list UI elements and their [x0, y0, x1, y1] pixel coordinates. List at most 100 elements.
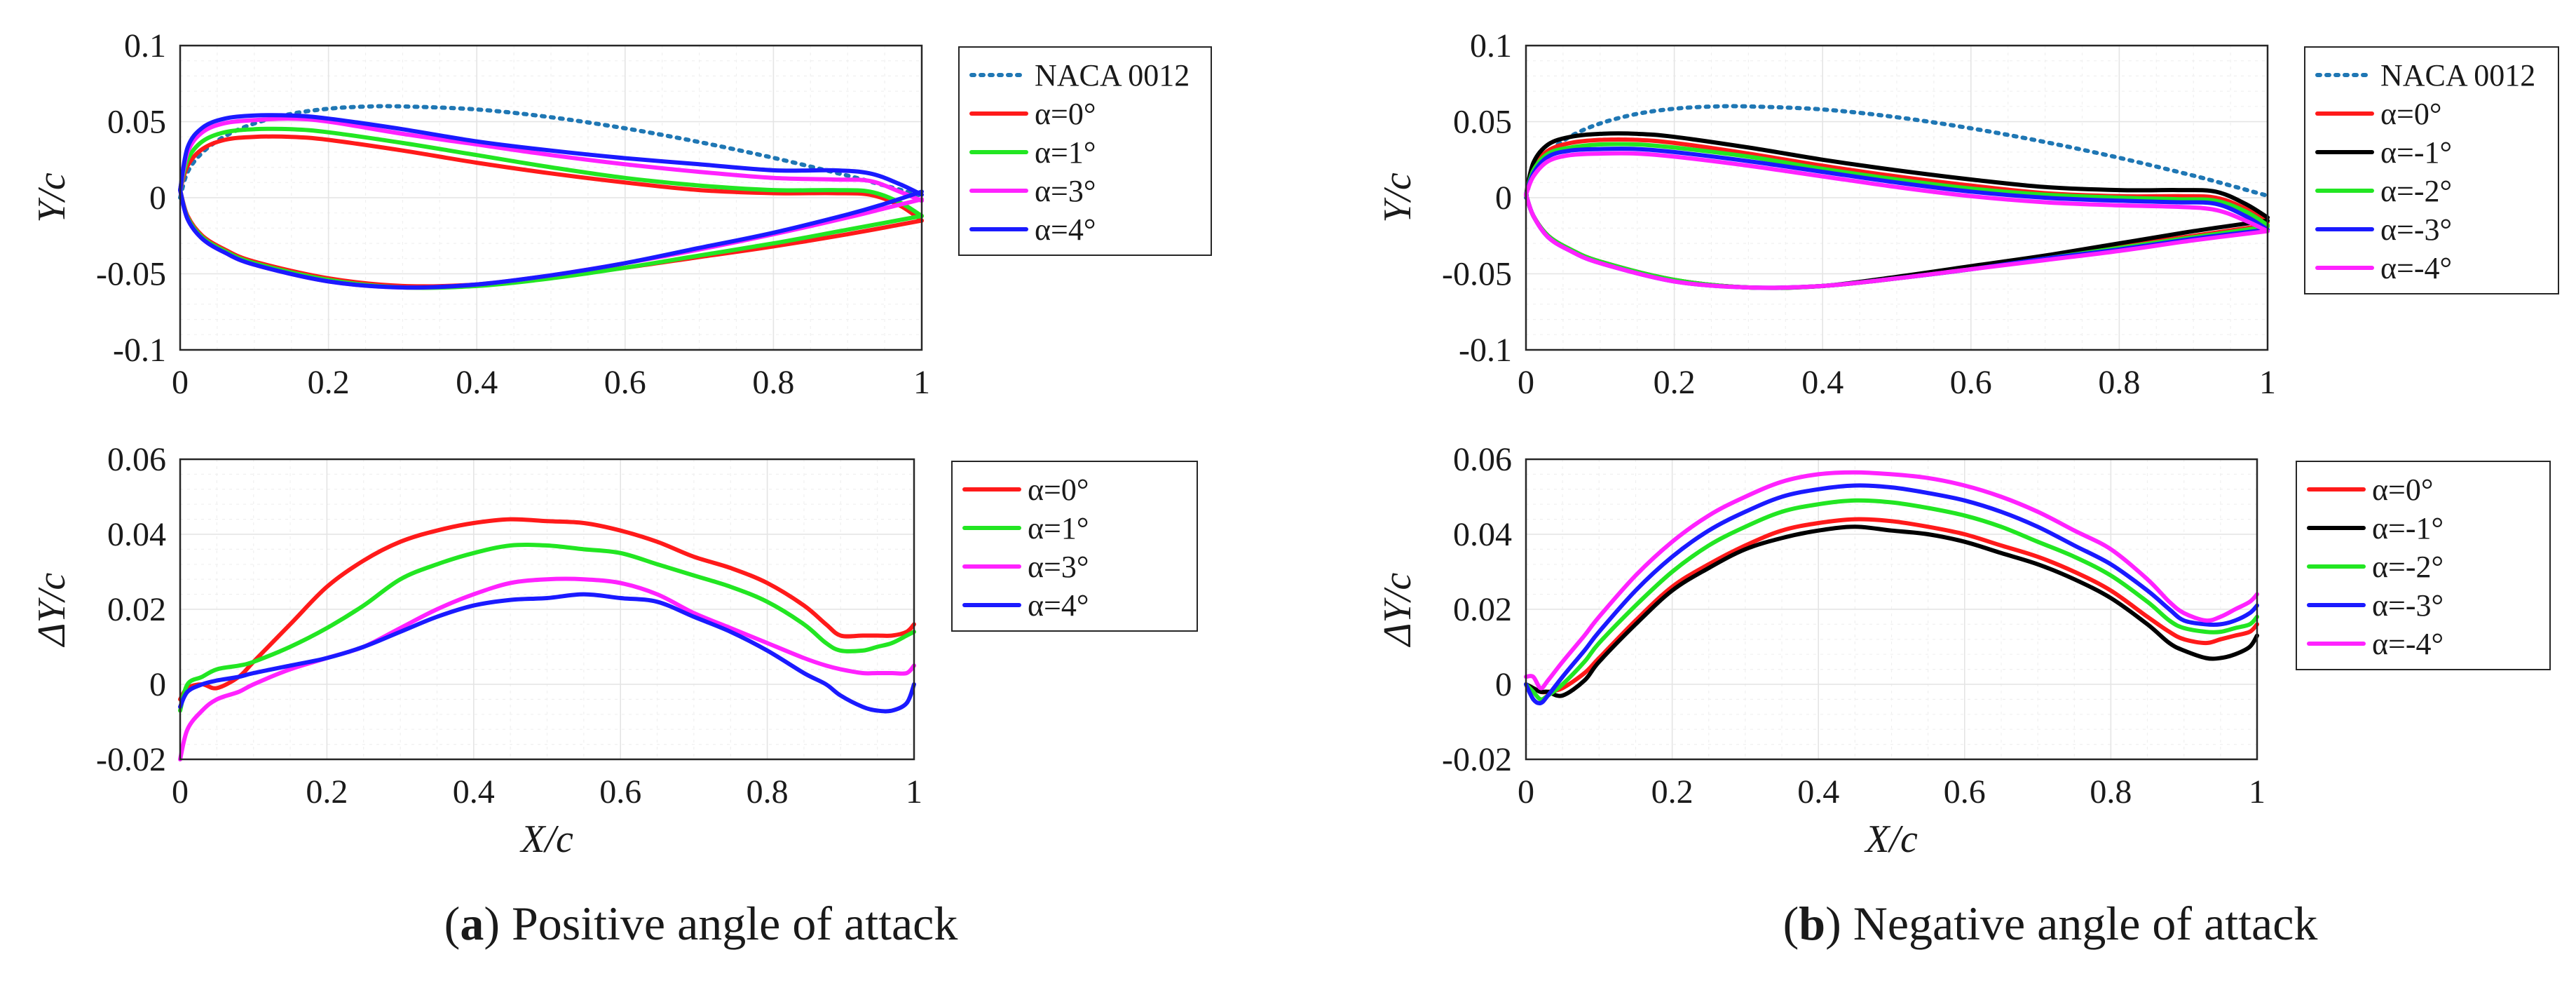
y-axis-label: ΔY/c: [30, 573, 74, 648]
caption-a: (a) Positive angle of attack: [444, 897, 958, 950]
legend-entry: α=1°: [1035, 135, 1096, 170]
legend-entry: α=1°: [1028, 511, 1089, 545]
chart-b-bottom: 0 0.2 0.4 0.6 0.8 1-0.0200.020.040.06ΔY/cX/cα…: [1376, 441, 2551, 861]
x-tick-label: 0: [1518, 773, 1534, 811]
chart-a-bottom: 0 0.2 0.4 0.6 0.8 1-0.0200.020.040.06ΔY/cX/cα…: [30, 441, 1198, 861]
x-tick-label: 0.4: [1801, 364, 1844, 401]
plot-frame: [1525, 44, 2269, 351]
series-group: [178, 517, 916, 761]
y-tick-label: 0.05: [1453, 104, 1512, 141]
x-tick-label: 0.8: [747, 773, 789, 811]
y-axis-label: Y/c: [30, 172, 74, 223]
y-tick-label: -0.02: [1442, 741, 1512, 778]
y-tick-label: 0.05: [107, 104, 166, 141]
plot-frame: [179, 458, 915, 761]
x-tick-label: 0.2: [1654, 364, 1696, 401]
y-tick-label: -0.1: [1459, 332, 1512, 369]
series-line-α=-3°-line: [1524, 483, 2259, 705]
y-tick-label: 0: [1495, 666, 1512, 703]
legend-entry: α=4°: [1028, 588, 1089, 623]
series-line-α=-1°-upper: [1524, 131, 2270, 220]
y-tick-label: 0.04: [1453, 516, 1512, 553]
series-line-α=-4°-line: [1524, 470, 2259, 691]
x-tick-label: 0.8: [2090, 773, 2132, 811]
series-line-α=0°-line: [178, 517, 916, 702]
y-tick-label: 0.02: [107, 591, 166, 628]
series-group: [178, 104, 924, 290]
x-tick-label: 0.6: [1944, 773, 1986, 811]
series-line-α=0°-upper: [1524, 137, 2270, 224]
series-line-NACA 0012-upper: [1524, 104, 2270, 200]
series-line-NACA 0012-upper: [178, 104, 924, 200]
legend-entry: α=-4°: [2372, 627, 2444, 661]
legend-entry: α=0°: [1035, 97, 1096, 131]
y-tick-label: -0.02: [96, 741, 166, 778]
y-tick-label: 0.1: [1470, 27, 1512, 65]
x-tick-label: 0.4: [456, 364, 498, 401]
legend-entry: α=-1°: [2372, 511, 2444, 545]
x-tick-label: 0.8: [752, 364, 794, 401]
legend-entry: α=3°: [1028, 550, 1089, 584]
legend-entry: α=4°: [1035, 212, 1096, 247]
legend-entry: NACA 0012: [2380, 58, 2535, 93]
series-line-α=-3°-upper: [1524, 147, 2270, 232]
series-line-α=4°-lower: [178, 188, 924, 290]
series-line-α=-2°-line: [1524, 498, 2259, 702]
series-line-α=4°-line: [178, 592, 916, 714]
caption-b-letter: b: [1799, 897, 1825, 950]
legend-entry: α=-1°: [2380, 135, 2452, 170]
x-tick-label: 0.2: [1651, 773, 1694, 811]
series-line-α=-4°-upper: [1524, 151, 2270, 233]
x-tick-label: 0.4: [1797, 773, 1839, 811]
y-tick-label: 0.1: [124, 27, 166, 65]
x-tick-label: 1: [906, 773, 922, 811]
legend-entry: α=-4°: [2380, 251, 2452, 285]
x-tick-label: 0.8: [2098, 364, 2140, 401]
x-tick-label: 0: [1518, 364, 1534, 401]
x-tick-label: 0: [172, 364, 189, 401]
y-axis-label: ΔY/c: [1376, 573, 1419, 648]
y-tick-label: 0.04: [107, 516, 166, 553]
y-tick-label: 0: [1495, 179, 1512, 217]
x-tick-label: 0.2: [308, 364, 350, 401]
chart-b-top: 0 0.2 0.4 0.6 0.8 1 -0.1 -0.05 0 0.05 0.1 Y/c NACA 0…: [1376, 27, 2559, 401]
legend-entry: α=3°: [1035, 174, 1096, 208]
x-tick-label: 1: [2259, 364, 2276, 401]
y-tick-label: 0.06: [107, 441, 166, 478]
series-line-α=-4°-lower: [1524, 192, 2270, 290]
series-line-α=1°-line: [178, 543, 916, 713]
x-axis-label: X/c: [1864, 818, 1918, 861]
x-tick-label: 0.6: [599, 773, 641, 811]
y-axis-label: Y/c: [1376, 172, 1419, 223]
y-tick-label: -0.05: [1442, 256, 1512, 293]
x-tick-label: 0.4: [453, 773, 495, 811]
legend-box: [2304, 46, 2559, 294]
legend-entry: NACA 0012: [1035, 58, 1190, 93]
series-group: [1524, 470, 2259, 705]
series-group: [1524, 104, 2270, 290]
x-tick-label: 1: [913, 364, 930, 401]
x-tick-label: 1: [2249, 773, 2265, 811]
y-tick-label: -0.1: [113, 332, 166, 369]
legend-entry: α=0°: [1028, 473, 1089, 507]
y-tick-label: 0: [149, 179, 166, 217]
series-line-α=3°-upper: [178, 116, 924, 203]
caption-b: (b) Negative angle of attack: [1783, 897, 2318, 950]
y-tick-label: -0.05: [96, 256, 166, 293]
legend-entry: α=-2°: [2380, 174, 2452, 208]
legend-entry: α=-2°: [2372, 550, 2444, 584]
x-tick-label: 0.6: [604, 364, 646, 401]
legend-entry: α=-3°: [2380, 212, 2452, 247]
series-line-α=3°-line: [178, 576, 916, 761]
chart-a-top: 0 0.2 0.4 0.6 0.8 1 -0.1 -0.05 0 0.05 0.1 Y/c NACA 0…: [30, 27, 1212, 401]
series-line-α=0°-line: [1524, 517, 2259, 695]
legend-entry: α=-3°: [2372, 588, 2444, 623]
legend-entry: α=0°: [2380, 97, 2441, 131]
plot-frame: [1525, 458, 2258, 761]
y-tick-label: 0.02: [1453, 591, 1512, 628]
series-line-α=-1°-line: [1524, 524, 2259, 698]
y-tick-label: 0: [149, 666, 166, 703]
caption-b-text: Negative angle of attack: [1853, 897, 2318, 950]
x-tick-label: 0: [172, 773, 189, 811]
